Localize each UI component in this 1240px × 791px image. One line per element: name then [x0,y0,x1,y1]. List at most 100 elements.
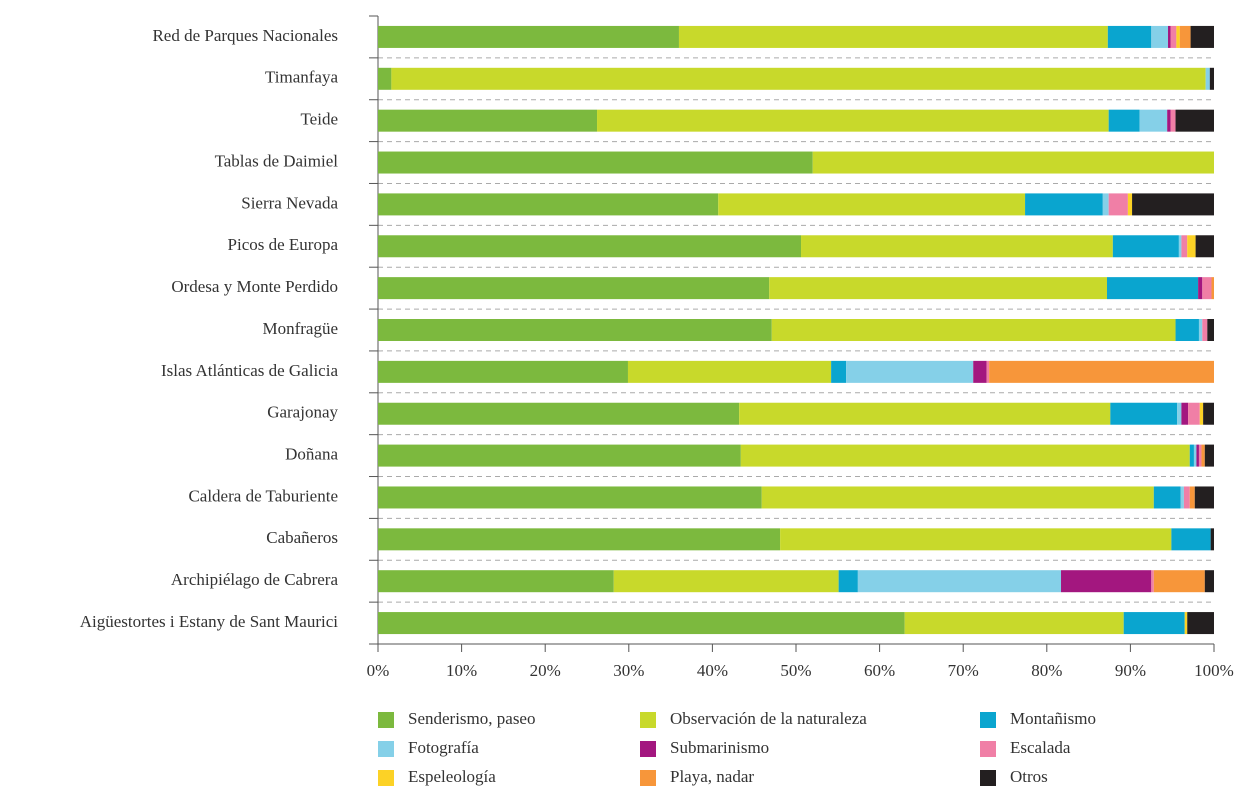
bar-segment [391,67,1206,90]
bar-segment [718,193,1026,216]
bar-segment [1181,402,1189,425]
bar-segment [1153,486,1181,509]
bar-segment [1204,444,1214,467]
bar-segment [1201,444,1205,467]
bar-segment [1193,444,1197,467]
bar-segment [1202,277,1212,300]
bar-segment [378,570,614,593]
legend-label: Escalada [1010,738,1071,757]
bar-segment [1189,486,1195,509]
bar-segment [613,570,839,593]
bar-segment [1025,193,1103,216]
bar-segment [846,360,974,383]
legend-label: Submarinismo [670,738,769,757]
category-label: Cabañeros [266,528,338,547]
category-label: Sierra Nevada [241,193,338,212]
legend-swatch [980,770,996,786]
bar-segment [1183,486,1190,509]
category-label: Monfragüe [262,319,338,338]
bar-segment [1180,486,1184,509]
bar-segment [1194,486,1214,509]
legend-label: Otros [1010,767,1048,786]
bar-segment [1170,25,1177,48]
bar-segment [1207,319,1214,341]
x-tick-label: 80% [1031,661,1062,680]
bar-segment [801,235,1113,258]
category-label: Picos de Europa [228,235,339,254]
bar-segment [1189,444,1194,467]
bar-segment [1190,25,1214,48]
bar-segment [378,277,770,300]
bar-segment [1123,612,1185,635]
bar-segment [1178,235,1182,258]
bar-segment [378,444,741,467]
legend-swatch [378,741,394,757]
x-tick-label: 40% [697,661,728,680]
legend-swatch [640,770,656,786]
legend-swatch [980,741,996,757]
bar-segment [812,151,1214,174]
bar-segment [378,193,719,216]
bar-segment [1110,402,1178,425]
bar-segment [986,360,990,383]
bar-segment [1196,444,1199,467]
bar-segment [597,109,1109,132]
x-tick-label: 50% [780,661,811,680]
bar-segment [780,528,1172,551]
bar-segment [1061,570,1152,593]
bar-segment [378,486,762,509]
legend-swatch [378,770,394,786]
bar-segment [831,360,847,383]
category-label: Ordesa y Monte Perdido [171,277,338,296]
bar-segment [1198,319,1203,341]
x-tick-label: 60% [864,661,895,680]
bar-segment [989,360,1214,383]
bar-segment [1176,25,1180,48]
category-label: Islas Atlánticas de Galicia [161,361,338,380]
legend-label: Espeleología [408,767,496,786]
bar-segment [678,25,1108,48]
bar-segment [1179,25,1191,48]
bar-segment [1187,612,1214,635]
bar-segment [1203,402,1214,425]
x-tick-label: 30% [613,661,644,680]
legend-label: Observación de la naturaleza [670,709,867,728]
bar-segment [1139,109,1168,132]
bar-segment [1151,570,1154,593]
bar-segment [1198,277,1203,300]
category-label: Tablas de Daimiel [215,151,339,170]
bar-segment [1184,612,1188,635]
bar-segment [1187,235,1196,258]
bar-segment [1198,444,1202,467]
bar-segment [1188,402,1200,425]
bar-segment [1210,528,1214,551]
bar-segment [1108,193,1128,216]
bar-segment [1171,528,1211,551]
category-label: Garajonay [267,403,338,422]
bar-segment [1181,235,1188,258]
legend-label: Fotografía [408,738,479,757]
x-tick-label: 0% [367,661,390,680]
bar-segment [740,444,1190,467]
category-label: Caldera de Taburiente [188,486,338,505]
category-label: Red de Parques Nacionales [152,26,338,45]
x-tick-label: 70% [948,661,979,680]
legend-swatch [980,712,996,728]
bar-segment [1102,193,1109,216]
bar-segment [1108,109,1140,132]
bar-segment [1202,319,1208,341]
bar-segment [1177,402,1182,425]
category-label: Timanfaya [265,68,338,87]
bar-segment [1127,193,1133,216]
bar-segment [1106,277,1199,300]
bar-segment [761,486,1154,509]
bar-segment [1209,67,1214,90]
bar-segment [769,277,1107,300]
bar-segment [378,319,772,341]
bar-segment [1151,25,1169,48]
bar-segment [857,570,1062,593]
bar-segment [378,151,813,174]
bar-segment [1199,402,1204,425]
bar-segment [1132,193,1214,216]
x-tick-label: 10% [446,661,477,680]
